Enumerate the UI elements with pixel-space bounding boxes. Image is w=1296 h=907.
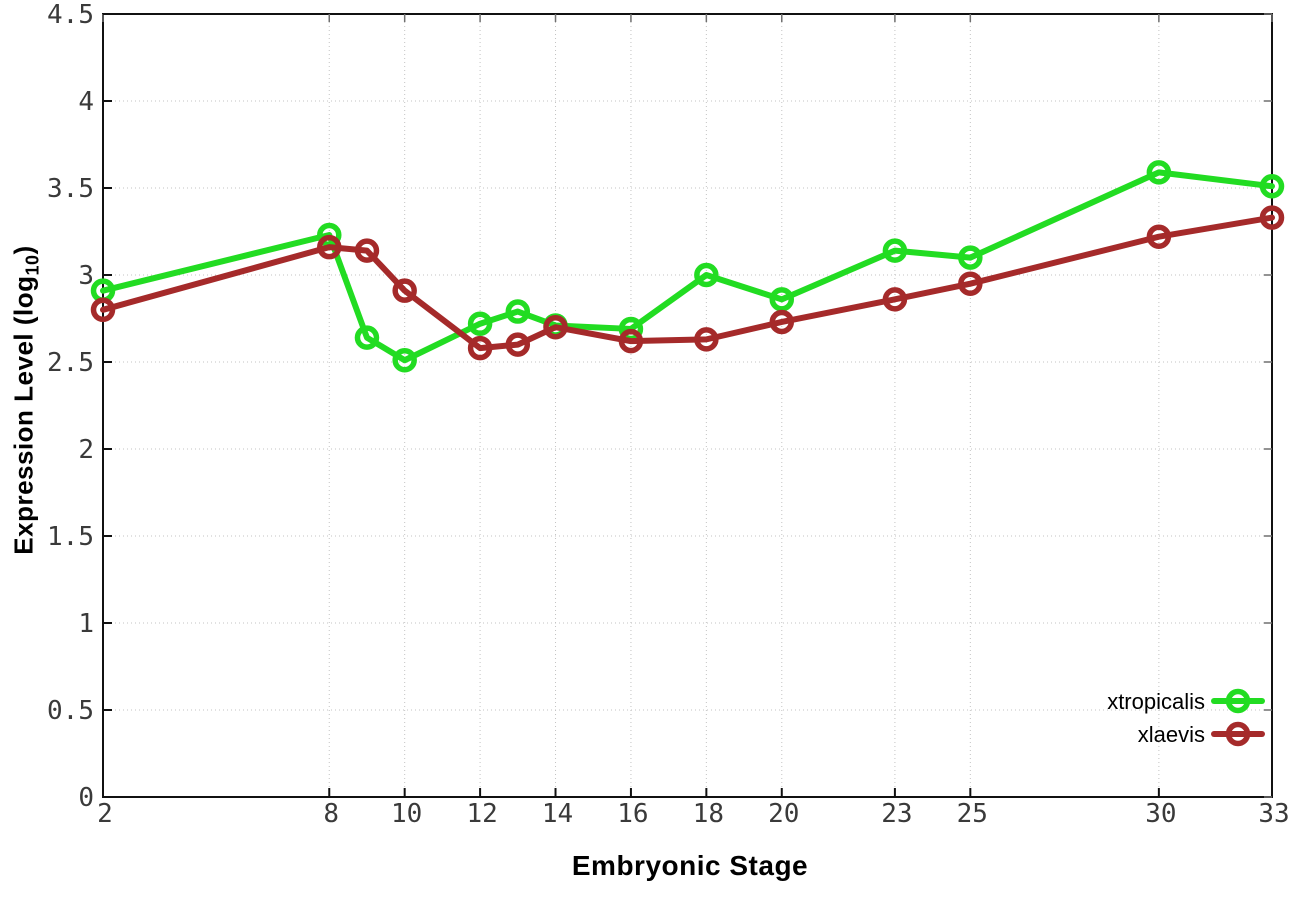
series-line-xlaevis	[100, 214, 1275, 352]
x-tick-label: 8	[323, 799, 339, 829]
y-tick-label: 4.5	[47, 0, 94, 30]
data-point-xlaevis	[769, 309, 795, 335]
x-tick-label: 12	[466, 799, 497, 829]
data-point-xlaevis	[882, 287, 908, 312]
data-point-xlaevis	[618, 328, 644, 354]
data-point-xlaevis	[958, 271, 983, 296]
data-point-xtropicalis	[1146, 160, 1172, 185]
y-tick-label: 0.5	[47, 696, 94, 726]
legend-marker-xlaevis	[1225, 721, 1251, 747]
y-axis-title-text: Expression Level (log	[8, 275, 39, 555]
x-tick-label: 14	[542, 799, 573, 829]
data-point-xlaevis	[694, 327, 719, 352]
data-point-xlaevis	[1259, 205, 1285, 230]
y-tick-label: 4	[78, 87, 94, 117]
data-point-xlaevis	[317, 234, 342, 260]
legend-marker-xtropicalis	[1225, 688, 1251, 714]
x-tick-label: 20	[768, 799, 799, 829]
data-point-xtropicalis	[467, 311, 493, 336]
plot-border	[102, 13, 1273, 798]
x-tick-label: 10	[391, 799, 422, 829]
x-tick-label: 25	[957, 799, 988, 829]
y-tick-label: 3.5	[47, 174, 94, 204]
series-line-xtropicalis	[100, 169, 1275, 364]
data-point-xtropicalis	[882, 238, 908, 263]
x-tick-label: 16	[617, 799, 648, 829]
data-point-xlaevis	[1146, 224, 1172, 249]
data-point-xtropicalis	[354, 325, 380, 350]
x-tick-label: 23	[881, 799, 912, 829]
y-axis-title-close: )	[8, 245, 39, 255]
data-point-xlaevis	[543, 314, 568, 340]
data-point-xtropicalis	[769, 287, 795, 312]
y-tick-label: 1	[78, 609, 94, 639]
data-point-xlaevis	[392, 278, 417, 303]
x-tick-label: 30	[1145, 799, 1176, 829]
y-tick-label: 3	[78, 261, 94, 291]
data-point-xtropicalis	[392, 348, 417, 373]
y-tick-label: 1.5	[47, 522, 94, 552]
data-point-xtropicalis	[694, 262, 719, 288]
y-tick-label: 2	[78, 435, 94, 465]
x-tick-label: 18	[693, 799, 724, 829]
x-tick-label: 2	[97, 799, 113, 829]
y-axis-title-subscript: 10	[22, 254, 43, 276]
data-point-xlaevis	[90, 297, 116, 323]
data-point-xlaevis	[354, 238, 380, 263]
y-tick-label: 2.5	[47, 348, 94, 378]
legend-label-xtropicalis: xtropicalis	[1107, 689, 1205, 714]
data-point-xtropicalis	[505, 299, 531, 324]
data-point-xlaevis	[467, 335, 493, 361]
data-point-xlaevis	[505, 332, 531, 357]
x-tick-label: 33	[1258, 799, 1289, 829]
x-axis-title: Embryonic Stage	[571, 850, 809, 881]
data-point-xtropicalis	[958, 245, 983, 270]
data-point-xtropicalis	[1259, 174, 1285, 199]
y-tick-label: 0	[78, 783, 94, 813]
y-axis-title: Expression Level (log10)	[8, 245, 43, 554]
legend-label-xlaevis: xlaevis	[1138, 722, 1205, 747]
